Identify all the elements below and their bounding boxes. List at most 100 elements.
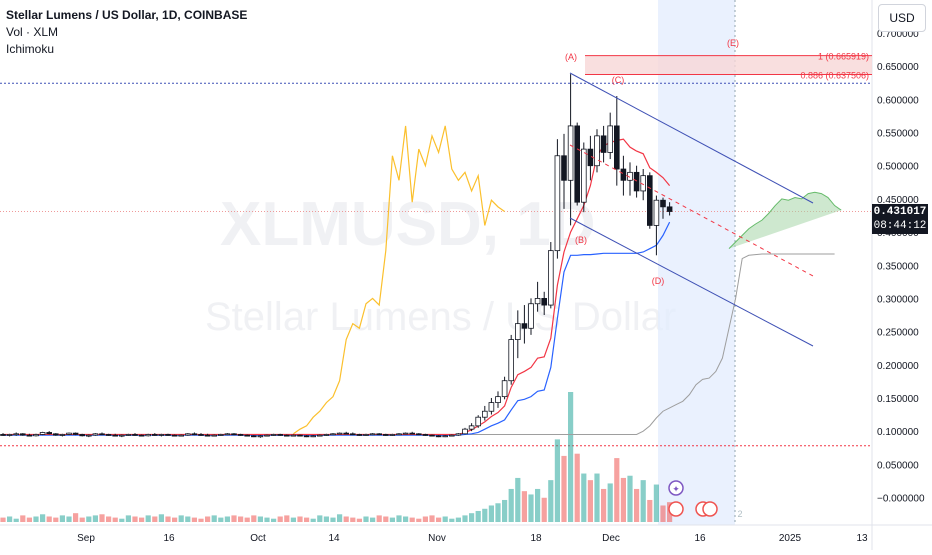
candle-body: [224, 433, 231, 436]
volume-bar: [73, 513, 79, 522]
candle: [369, 433, 376, 436]
flag-icon: [668, 501, 684, 517]
candle: [6, 433, 13, 437]
volume-bar: [416, 518, 422, 522]
indicator-ichimoku[interactable]: Ichimoku: [6, 42, 55, 56]
volume-bar: [607, 483, 613, 522]
last-price-label: 0.431017 08:44:12: [872, 204, 928, 234]
volume-bar: [244, 517, 250, 522]
candle: [257, 435, 264, 438]
candle-body: [92, 433, 99, 436]
candle: [165, 433, 171, 436]
candle: [653, 195, 660, 256]
candle-body: [211, 434, 218, 437]
candle: [250, 435, 257, 438]
candle: [607, 112, 613, 160]
volume-bar: [317, 515, 323, 522]
candle: [297, 434, 303, 437]
symbol-title[interactable]: Stellar Lumens / US Dollar, 1D, COINBASE: [6, 8, 248, 22]
candle-body: [330, 433, 336, 436]
candle-body: [409, 432, 415, 435]
volume-bar: [304, 517, 310, 522]
candle: [548, 242, 554, 309]
volume-bar: [257, 516, 263, 522]
candle-body: [6, 434, 13, 436]
volume-bar: [158, 514, 164, 522]
volume-bar: [647, 499, 653, 522]
wave-label: (A): [565, 52, 577, 62]
volume-bar: [363, 516, 369, 522]
candle-body: [647, 175, 653, 226]
indicator-volume[interactable]: Vol · XLM: [6, 25, 59, 39]
candle: [402, 432, 409, 435]
candle: [26, 433, 33, 437]
candle-body: [594, 135, 600, 167]
volume-bar: [0, 517, 6, 522]
candle: [323, 433, 330, 436]
date-range-highlight: [658, 0, 735, 525]
candle-body: [72, 432, 79, 435]
volume-bar: [568, 392, 574, 522]
volume-bar: [139, 517, 145, 522]
time-tick-label: Nov: [428, 533, 446, 544]
volume-bar: [548, 480, 554, 522]
candle-body: [112, 434, 119, 437]
volume-bar: [541, 497, 547, 522]
candle-body: [277, 434, 283, 436]
candle-body: [567, 125, 574, 181]
candle: [316, 434, 323, 437]
volume-bar: [238, 516, 244, 522]
volume-bar: [350, 517, 356, 522]
time-tick-label: 18: [530, 533, 542, 544]
candle-body: [310, 435, 316, 438]
volume-bar: [620, 477, 626, 522]
candle: [0, 433, 6, 436]
price-tick-label: 0.500000: [877, 162, 919, 173]
candle: [184, 433, 191, 436]
candle: [396, 433, 402, 436]
candle-body: [290, 434, 297, 437]
candle: [132, 433, 138, 436]
volume-bar: [99, 514, 105, 522]
candle-body: [620, 168, 627, 181]
currency-button[interactable]: USD: [878, 4, 926, 32]
candle: [567, 74, 574, 226]
candle-body: [382, 434, 389, 436]
candle-body: [435, 435, 442, 438]
volume-bar: [205, 516, 211, 522]
event-icon: [668, 480, 684, 496]
volume-bar: [574, 453, 580, 522]
volume-bar: [614, 458, 620, 522]
candle-body: [548, 250, 554, 306]
candle-body: [660, 199, 666, 208]
candle-body: [481, 410, 488, 418]
candle: [363, 433, 369, 436]
candle: [231, 433, 237, 436]
candle-body: [99, 433, 105, 436]
candle-body: [132, 434, 138, 436]
price-tick-label: −0.000000: [877, 494, 925, 505]
volume-bar: [119, 518, 125, 522]
volume-bar: [409, 517, 415, 522]
candle: [277, 433, 283, 436]
candle: [475, 415, 481, 428]
candle-body: [257, 435, 264, 438]
volume-bar: [106, 516, 112, 522]
candle-body: [422, 434, 429, 436]
candle-body: [455, 433, 462, 436]
candle-body: [501, 380, 508, 398]
candle: [647, 172, 653, 229]
candle-body: [462, 428, 468, 435]
candle: [429, 434, 435, 437]
candle-body: [515, 323, 521, 340]
time-tick-label: 16: [163, 533, 175, 544]
volume-bar: [475, 510, 481, 522]
volume-bar: [20, 515, 26, 522]
price-tick-label: 0.600000: [877, 95, 919, 106]
candle-body: [231, 433, 237, 436]
channel-lower-line: [569, 217, 814, 347]
volume-bar: [508, 488, 514, 522]
last-price-value: 0.431017: [873, 206, 927, 218]
